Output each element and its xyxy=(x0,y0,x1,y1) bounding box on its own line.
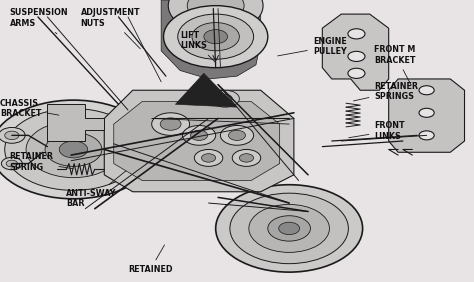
Circle shape xyxy=(348,68,365,78)
Polygon shape xyxy=(161,0,261,79)
Text: RETAINED: RETAINED xyxy=(128,245,173,274)
Circle shape xyxy=(45,133,102,166)
Text: RETAINER
SPRINGS: RETAINER SPRINGS xyxy=(354,82,419,101)
Circle shape xyxy=(348,51,365,61)
Circle shape xyxy=(168,0,263,34)
Text: FRONT
LINKS: FRONT LINKS xyxy=(349,121,405,141)
Circle shape xyxy=(419,108,434,117)
Text: ADJUSTMENT
NUTS: ADJUSTMENT NUTS xyxy=(81,8,140,49)
Circle shape xyxy=(0,100,156,199)
Circle shape xyxy=(152,113,190,135)
Circle shape xyxy=(348,29,365,39)
Circle shape xyxy=(249,204,329,252)
Circle shape xyxy=(279,222,300,235)
Polygon shape xyxy=(104,90,294,192)
Text: SUSPENSION
ARMS: SUSPENSION ARMS xyxy=(9,8,68,34)
Circle shape xyxy=(26,121,121,178)
Circle shape xyxy=(419,131,434,140)
Polygon shape xyxy=(175,73,237,107)
Circle shape xyxy=(5,109,142,190)
Polygon shape xyxy=(114,102,280,180)
Circle shape xyxy=(268,216,310,241)
Circle shape xyxy=(228,130,246,140)
Circle shape xyxy=(178,14,254,59)
Circle shape xyxy=(220,125,254,145)
Circle shape xyxy=(187,0,244,23)
Circle shape xyxy=(194,149,223,166)
Circle shape xyxy=(160,118,181,130)
Text: ANTI-SWAY
BAR: ANTI-SWAY BAR xyxy=(66,171,126,208)
Text: LIFT
LINKS: LIFT LINKS xyxy=(180,31,216,63)
Circle shape xyxy=(232,149,261,166)
Circle shape xyxy=(6,160,18,167)
Text: RETAINER
SPRING: RETAINER SPRING xyxy=(9,152,73,172)
Text: CHASSIS
BRACKET: CHASSIS BRACKET xyxy=(0,99,59,118)
Circle shape xyxy=(201,154,216,162)
Circle shape xyxy=(218,94,232,103)
Circle shape xyxy=(59,141,88,158)
Circle shape xyxy=(182,125,216,145)
Circle shape xyxy=(1,157,22,170)
Text: ENGINE
PULLEY: ENGINE PULLEY xyxy=(278,37,346,56)
Circle shape xyxy=(230,193,348,264)
Circle shape xyxy=(419,86,434,95)
Circle shape xyxy=(0,127,25,143)
Circle shape xyxy=(211,90,239,107)
Circle shape xyxy=(164,6,268,68)
Circle shape xyxy=(239,154,254,162)
Polygon shape xyxy=(389,79,465,152)
Circle shape xyxy=(191,130,208,140)
Circle shape xyxy=(5,131,19,140)
Circle shape xyxy=(204,30,228,44)
Polygon shape xyxy=(322,14,389,90)
Polygon shape xyxy=(47,104,104,141)
Circle shape xyxy=(192,23,239,51)
Circle shape xyxy=(216,185,363,272)
Text: FRONT M
BRACKET: FRONT M BRACKET xyxy=(374,45,416,85)
